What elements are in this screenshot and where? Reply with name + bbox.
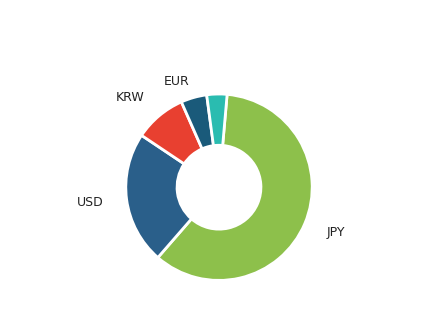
Wedge shape	[207, 94, 227, 146]
Text: JPY: JPY	[326, 226, 345, 239]
Text: EUR: EUR	[163, 75, 189, 88]
Wedge shape	[181, 95, 213, 149]
Wedge shape	[141, 102, 202, 164]
Text: KRW: KRW	[115, 92, 144, 104]
Text: USD: USD	[77, 196, 103, 209]
Wedge shape	[126, 135, 191, 258]
Wedge shape	[158, 95, 312, 280]
Text: BTC Volume by Currency: BTC Volume by Currency	[95, 15, 343, 33]
